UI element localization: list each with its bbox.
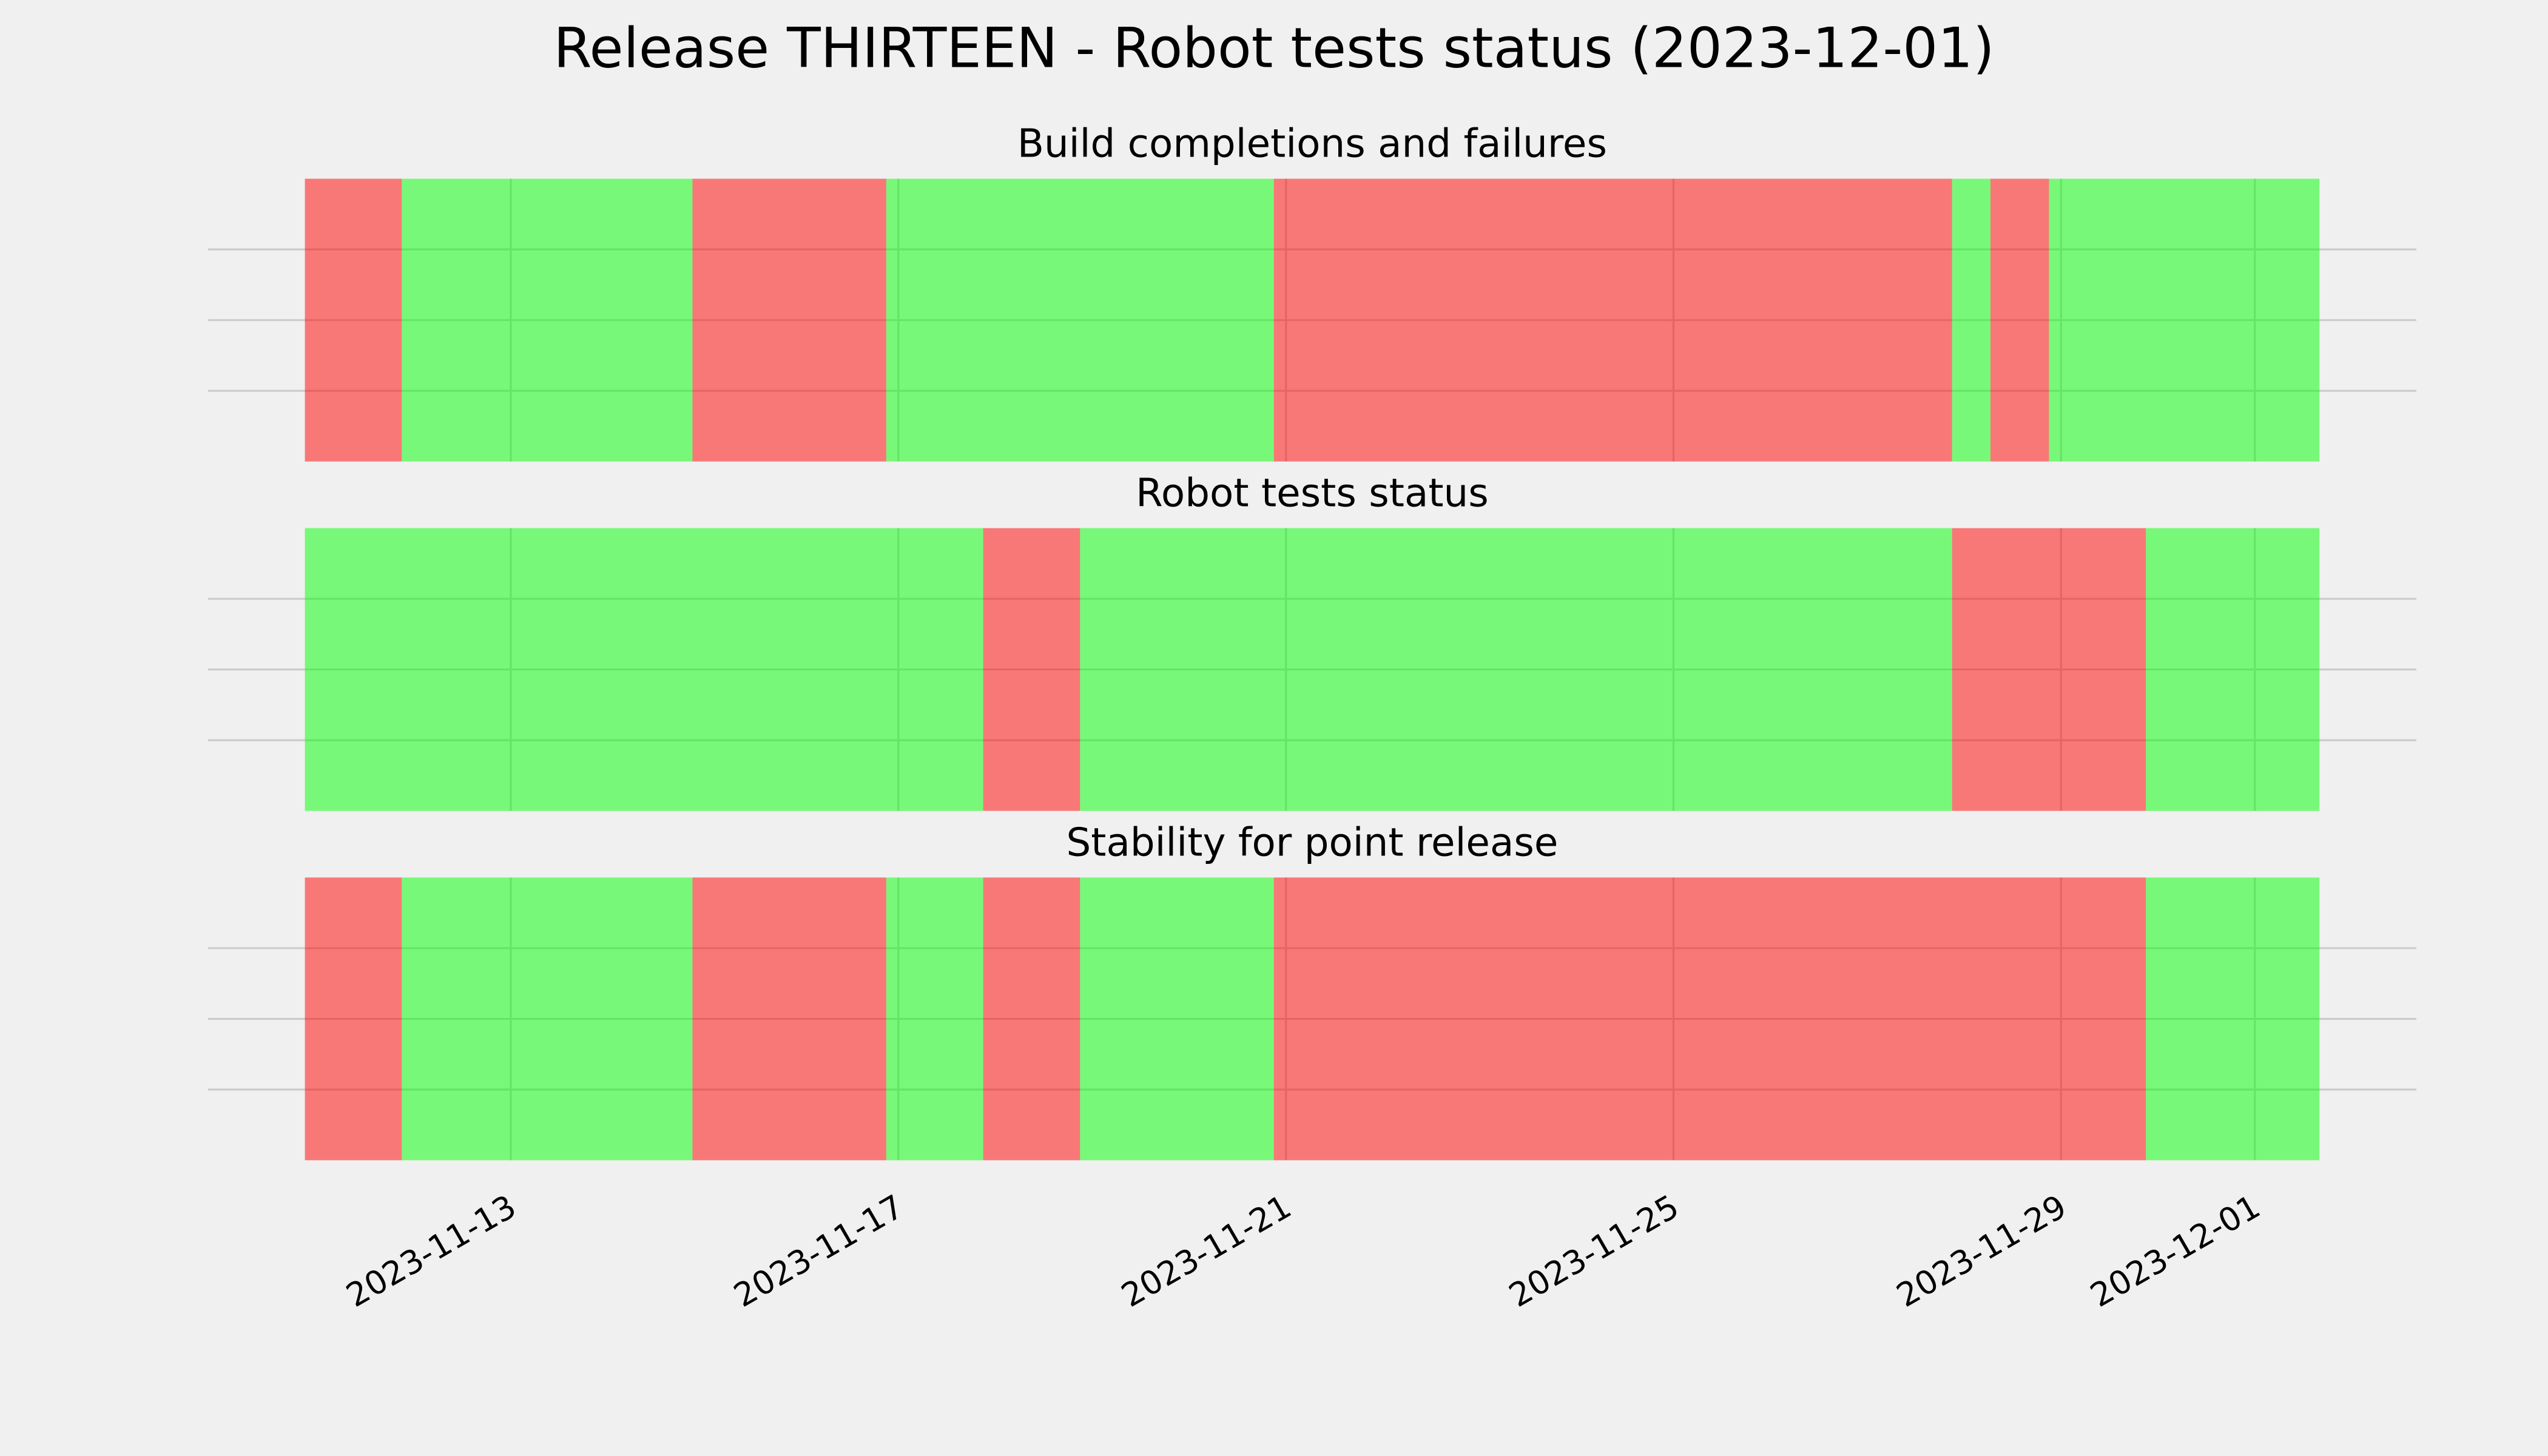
status-span [1990, 178, 2049, 462]
chart-title: Release THIRTEEN - Robot tests status (2… [553, 16, 1994, 81]
status-span [305, 528, 983, 811]
status-span [2146, 528, 2320, 811]
status-span [1273, 178, 1952, 462]
status-span [1080, 528, 1952, 811]
status-span [1952, 528, 2146, 811]
status-span [1080, 877, 1274, 1161]
status-span [2146, 877, 2320, 1161]
panel-title: Robot tests status [1136, 471, 1489, 516]
status-span [305, 178, 402, 462]
status-span [1273, 877, 2146, 1161]
panel-title: Stability for point release [1067, 820, 1559, 865]
status-span [692, 877, 886, 1161]
status-span [305, 877, 402, 1161]
panel-title: Build completions and failures [1017, 121, 1607, 167]
status-span [886, 877, 983, 1161]
status-span [402, 877, 693, 1161]
status-span [1952, 178, 1990, 462]
status-span [983, 877, 1080, 1161]
status-span [886, 178, 1274, 462]
status-span [402, 178, 693, 462]
status-span [2049, 178, 2320, 462]
status-span [692, 178, 886, 462]
status-span [983, 528, 1080, 811]
